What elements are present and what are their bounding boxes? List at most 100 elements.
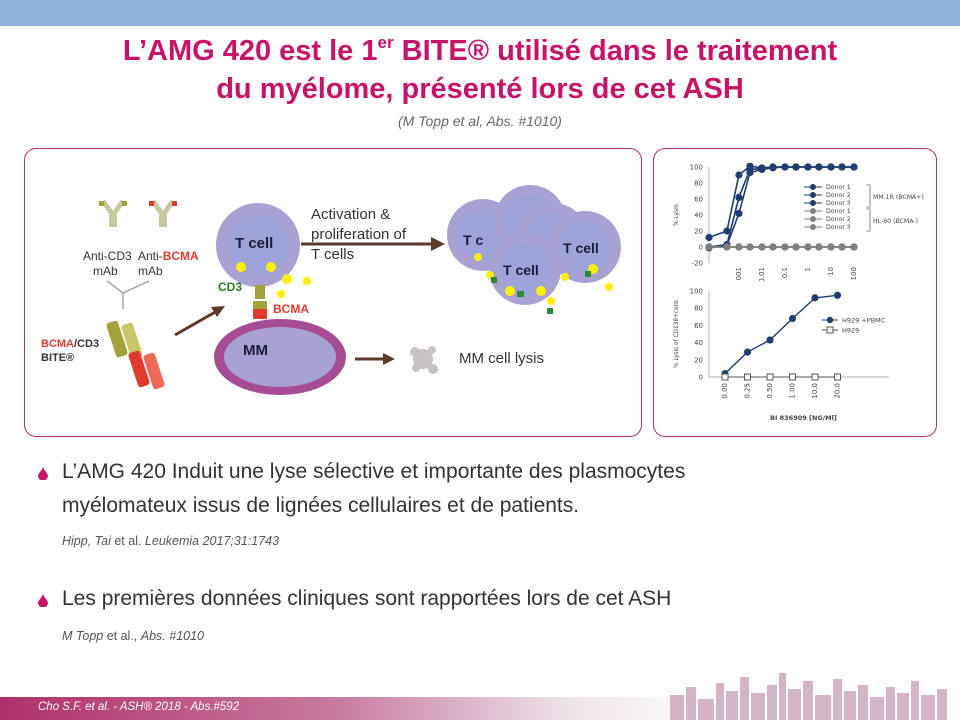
- anti-bcma-mab-label: mAb: [138, 264, 163, 278]
- data-point: [838, 163, 846, 171]
- y-tick-label: 0: [699, 244, 703, 252]
- y-tick-label: 0: [699, 374, 703, 382]
- data-point: [723, 243, 731, 251]
- drop-bullet-icon: [38, 466, 48, 480]
- data-point: [827, 163, 835, 171]
- data-point: [766, 373, 774, 381]
- y-tick-label: -20: [692, 260, 703, 268]
- x-tick-label: 0.001: [735, 267, 743, 281]
- mechanism-diagram: Anti-CD3 mAb Anti-BCMA mAb BCMA/CD3 BITE…: [41, 185, 621, 395]
- cd3-label: CD3: [218, 280, 242, 294]
- group-label: HL-60 (BCMA-): [873, 218, 918, 225]
- bcma-cd3-label: BCMA/CD3: [41, 338, 99, 350]
- bite-label: BITE®: [41, 352, 74, 364]
- anti-cd3-mab-label: mAb: [93, 264, 118, 278]
- anti-bcma-label: Anti-BCMA: [138, 249, 199, 263]
- legend-label: Donor 2: [826, 192, 851, 199]
- series-line: [724, 294, 838, 375]
- y-tick-label: 80: [694, 180, 703, 188]
- t-cell-label: T cell: [235, 235, 273, 252]
- t-cell-label-partial: T c: [463, 232, 483, 248]
- x-tick-label: 0.25: [744, 383, 752, 399]
- bcma-label: BCMA: [273, 302, 309, 316]
- data-point: [743, 348, 752, 356]
- legend-label: Donor 3: [826, 200, 851, 207]
- legend-marker: [810, 200, 816, 206]
- bite-construct-icon: [106, 320, 165, 390]
- data-point: [827, 243, 835, 251]
- x-tick-label: 100: [850, 267, 858, 280]
- y-tick-label: 60: [694, 322, 703, 330]
- y-tick-label: 40: [694, 212, 703, 220]
- y-axis-label: % Lysis: [673, 204, 680, 226]
- legend-marker: [810, 192, 816, 198]
- data-point: [833, 291, 842, 299]
- data-point: [705, 243, 713, 251]
- activation-label-2: proliferation of: [311, 226, 407, 243]
- legend-marker: [810, 184, 816, 190]
- dose-response-chart: -20 0 20 40 60 80 100 0.001 0.01 0.1 1 10 100 % Lysis…: [673, 162, 924, 281]
- data-point: [811, 294, 819, 302]
- data-point: [769, 243, 777, 251]
- legend-label: H929 +PBMC: [842, 317, 886, 325]
- t-cell-label-cluster-1: T cell: [563, 240, 599, 256]
- data-point: [815, 163, 823, 171]
- y-axis-label: % Lysis of CD138+cells: [674, 300, 680, 368]
- x-axis-label: BI 836909 [NG/Ml]: [770, 414, 837, 422]
- data-point: [769, 164, 777, 172]
- x-tick-label: 0.01: [758, 267, 766, 281]
- data-point: [804, 163, 812, 171]
- data-point: [850, 243, 858, 251]
- footer-citation: Cho S.F. et al. - ASH® 2018 - Abs.#592: [38, 701, 240, 713]
- mm-lysis-label: MM cell lysis: [459, 350, 544, 367]
- data-point: [735, 193, 743, 201]
- x-tick-label: 10: [827, 267, 835, 276]
- lysed-cell-icon: [410, 346, 438, 374]
- data-point: [723, 227, 731, 235]
- lysis-chart: 0 20 40 60 80 100 0.00 0.25 0.50 1.00 10.0 20.0 % Ly…: [674, 288, 889, 422]
- y-tick-label: 40: [694, 339, 703, 347]
- legend-marker: [810, 224, 816, 230]
- data-point: [804, 243, 812, 251]
- data-point: [746, 243, 754, 251]
- mm-label: MM: [243, 342, 268, 359]
- data-point: [792, 243, 800, 251]
- y-tick-label: 80: [694, 305, 703, 313]
- anti-cd3-label: Anti-CD3: [83, 249, 132, 263]
- data-point: [838, 243, 846, 251]
- legend-label: Donor 1: [826, 184, 851, 191]
- page-title: L’AMG 420 est le 1er BITE® utilisé dans …: [122, 33, 838, 105]
- city-skyline-icon: [670, 673, 947, 720]
- legend-bracket: [866, 208, 871, 232]
- data-point: [789, 373, 796, 381]
- x-tick-label: 10.0: [811, 383, 819, 399]
- activation-label-3: T cells: [311, 246, 354, 263]
- x-tick-label: 0.1: [781, 267, 789, 278]
- data-point: [735, 209, 743, 217]
- bullet-2-line-1: Les premières données cliniques sont rap…: [62, 587, 672, 610]
- data-point: [850, 163, 858, 171]
- data-point: [744, 373, 751, 381]
- anti-cd3-antibody-icon: [99, 199, 127, 227]
- x-tick-label: 0.50: [766, 383, 774, 399]
- data-point: [705, 233, 713, 241]
- page-subtitle: (M Topp et al, Abs. #1010): [398, 113, 562, 129]
- reference-1: Hipp, Tai et al. Leukemia 2017;31:1743: [62, 534, 280, 548]
- x-tick-label: 0.00: [721, 383, 729, 399]
- data-point: [781, 243, 789, 251]
- data-point: [815, 243, 823, 251]
- legend-bracket: [866, 184, 871, 208]
- data-point: [758, 165, 766, 173]
- data-point: [758, 243, 766, 251]
- legend-marker: [810, 216, 816, 222]
- activation-label-1: Activation &: [311, 206, 390, 223]
- group-label: MM.1R (BCMA+): [873, 194, 924, 201]
- data-point: [781, 163, 789, 171]
- data-point: [735, 171, 743, 179]
- top-band: [0, 0, 960, 26]
- legend-marker: [810, 208, 816, 214]
- data-point: [834, 373, 841, 381]
- y-tick-label: 100: [690, 164, 703, 172]
- data-point: [721, 373, 729, 381]
- data-point: [735, 243, 743, 251]
